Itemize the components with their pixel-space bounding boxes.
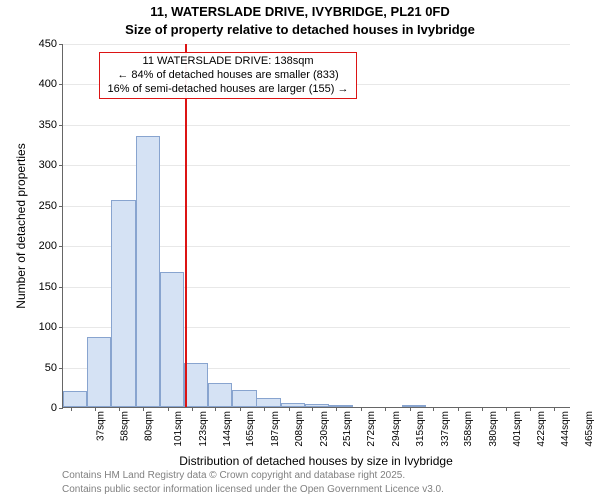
chart-title-main: 11, WATERSLADE DRIVE, IVYBRIDGE, PL21 0F…: [0, 4, 600, 19]
y-tick-label: 100: [39, 321, 63, 333]
x-tick-mark: [71, 407, 72, 411]
histogram-bar: [160, 272, 184, 407]
histogram-bar: [136, 136, 160, 407]
x-tick-mark: [168, 407, 169, 411]
y-tick-label: 300: [39, 159, 63, 171]
y-axis-label: Number of detached properties: [14, 44, 28, 408]
x-tick-label: 187sqm: [270, 411, 281, 447]
x-tick-mark: [458, 407, 459, 411]
x-tick-mark: [530, 407, 531, 411]
x-tick-label: 58sqm: [119, 411, 130, 441]
y-tick-label: 200: [39, 240, 63, 252]
histogram-bar: [305, 404, 329, 407]
x-tick-mark: [361, 407, 362, 411]
x-tick-mark: [336, 407, 337, 411]
histogram-bar: [232, 390, 256, 407]
x-tick-label: 80sqm: [144, 411, 155, 441]
callout-box: 11 WATERSLADE DRIVE: 138sqm← 84% of deta…: [99, 52, 357, 99]
y-tick-label: 450: [39, 38, 63, 50]
footer-attribution-1: Contains HM Land Registry data © Crown c…: [62, 470, 405, 481]
x-tick-label: 144sqm: [222, 411, 233, 447]
chart-title-sub: Size of property relative to detached ho…: [0, 22, 600, 37]
callout-line: ← 84% of detached houses are smaller (83…: [106, 69, 350, 83]
x-axis-label: Distribution of detached houses by size …: [62, 454, 570, 468]
histogram-bar: [111, 200, 135, 407]
x-tick-mark: [289, 407, 290, 411]
histogram-bar: [281, 403, 305, 407]
y-tick-label: 150: [39, 281, 63, 293]
x-tick-label: 208sqm: [294, 411, 305, 447]
x-tick-label: 101sqm: [173, 411, 184, 447]
x-tick-label: 165sqm: [245, 411, 256, 447]
y-tick-label: 0: [51, 402, 63, 414]
y-tick-label: 250: [39, 200, 63, 212]
histogram-bar: [329, 405, 353, 407]
x-tick-label: 294sqm: [391, 411, 402, 447]
x-tick-label: 230sqm: [319, 411, 330, 447]
x-tick-mark: [95, 407, 96, 411]
x-tick-label: 380sqm: [488, 411, 499, 447]
histogram-bar: [256, 398, 280, 407]
y-tick-label: 50: [45, 362, 63, 374]
histogram-bar: [184, 363, 208, 407]
callout-line: 16% of semi-detached houses are larger (…: [106, 83, 350, 97]
x-tick-mark: [433, 407, 434, 411]
y-tick-label: 400: [39, 78, 63, 90]
x-tick-label: 251sqm: [343, 411, 354, 447]
footer-attribution-2: Contains public sector information licen…: [62, 484, 444, 495]
x-tick-mark: [410, 407, 411, 411]
histogram-bar: [402, 405, 426, 407]
y-gridline: [63, 125, 570, 126]
x-tick-label: 465sqm: [584, 411, 595, 447]
x-tick-mark: [482, 407, 483, 411]
x-tick-mark: [385, 407, 386, 411]
histogram-bar: [63, 391, 87, 407]
x-tick-label: 337sqm: [440, 411, 451, 447]
y-gridline: [63, 44, 570, 45]
histogram-bar: [208, 383, 232, 407]
x-tick-label: 444sqm: [560, 411, 571, 447]
callout-line: 11 WATERSLADE DRIVE: 138sqm: [106, 55, 350, 69]
x-tick-label: 422sqm: [536, 411, 547, 447]
x-tick-mark: [264, 407, 265, 411]
plot-area: 05010015020025030035040045037sqm58sqm80s…: [62, 44, 570, 408]
x-tick-label: 123sqm: [198, 411, 209, 447]
x-tick-label: 272sqm: [366, 411, 377, 447]
x-tick-mark: [215, 407, 216, 411]
x-tick-label: 37sqm: [95, 411, 106, 441]
x-tick-mark: [119, 407, 120, 411]
x-tick-mark: [506, 407, 507, 411]
histogram-bar: [87, 337, 111, 407]
x-tick-mark: [192, 407, 193, 411]
x-tick-label: 401sqm: [512, 411, 523, 447]
y-tick-label: 350: [39, 119, 63, 131]
x-tick-mark: [240, 407, 241, 411]
x-tick-label: 358sqm: [463, 411, 474, 447]
x-tick-label: 315sqm: [415, 411, 426, 447]
x-tick-mark: [554, 407, 555, 411]
x-tick-mark: [312, 407, 313, 411]
x-tick-mark: [143, 407, 144, 411]
